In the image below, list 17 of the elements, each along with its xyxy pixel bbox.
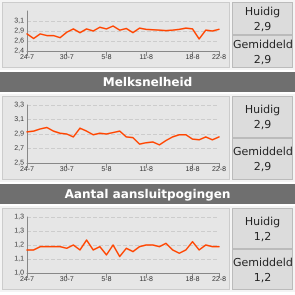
text: Gemiddeld [233,36,293,52]
text: 2,9 [252,18,272,34]
line-series [26,239,220,258]
chart-title: Aantal aansluitpogingen [0,184,295,204]
text: 2,9 [252,117,272,132]
chart-title: Melksnelheid [0,72,295,92]
text: Huidig [244,214,282,228]
text: Huidig [244,102,282,117]
line-series [26,25,220,40]
text: Gemiddeld [233,144,293,159]
text: Huidig [244,4,282,18]
text: 1,2 [252,270,272,284]
line-series [26,126,220,146]
text: Gemiddeld [233,254,293,270]
text: 2,9 [252,159,272,174]
text: 2,9 [252,52,272,66]
text: 1,2 [252,228,272,244]
